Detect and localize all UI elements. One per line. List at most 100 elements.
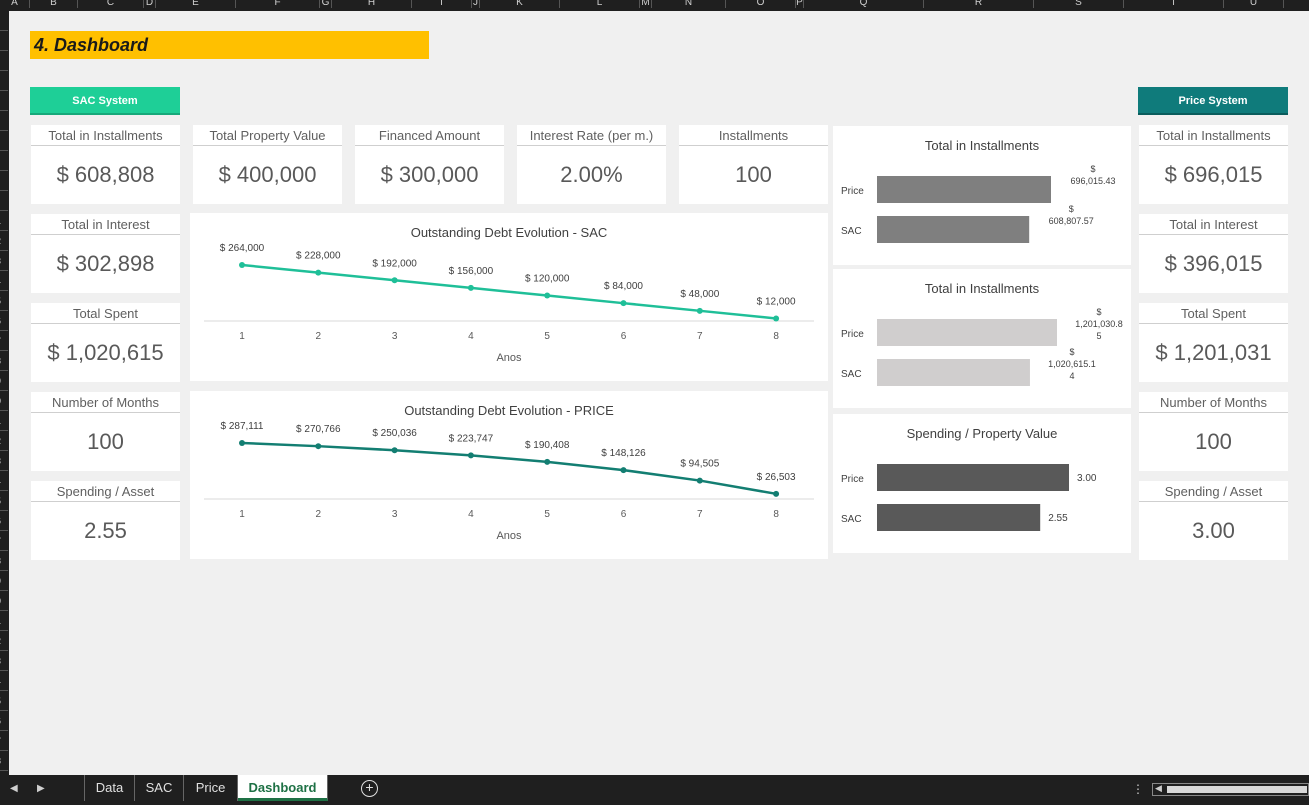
row-header[interactable]: 6 bbox=[0, 711, 8, 731]
prev-sheet-icon[interactable]: ◀ bbox=[10, 783, 18, 794]
row-header[interactable]: 1 bbox=[0, 411, 8, 431]
chart-debt-sac[interactable]: Outstanding Debt Evolution - SAC $ 264,0… bbox=[190, 213, 828, 381]
row-header[interactable]: 1 bbox=[0, 211, 8, 231]
row-header[interactable]: 5 bbox=[0, 291, 8, 311]
tab-data[interactable]: Data bbox=[84, 775, 135, 801]
row-header[interactable]: 3 bbox=[0, 451, 8, 471]
row-header[interactable]: 6 bbox=[0, 511, 8, 531]
row-header[interactable] bbox=[0, 111, 8, 131]
data-point bbox=[391, 447, 398, 454]
chart-total-installments[interactable]: Total in Installments Price $696,015.43 SA… bbox=[833, 126, 1131, 265]
sheet-tab-bar: ◀ ▶ Data SAC Price Dashboard + ⋮ ◀ bbox=[0, 775, 1309, 805]
row-header[interactable] bbox=[0, 191, 8, 211]
column-header-r[interactable]: R bbox=[924, 0, 1034, 8]
kpi-label: Installments bbox=[679, 125, 828, 146]
row-header[interactable]: 7 bbox=[0, 331, 8, 351]
kpi-label: Financed Amount bbox=[355, 125, 504, 146]
column-header-b[interactable]: B bbox=[30, 0, 78, 8]
chart-total-spent[interactable]: Total in Installments Price $1,201,030.8 5… bbox=[833, 269, 1131, 408]
column-header-e[interactable]: E bbox=[156, 0, 236, 8]
row-header[interactable] bbox=[0, 51, 8, 71]
column-header-s[interactable]: S bbox=[1034, 0, 1124, 8]
scroll-left-icon[interactable]: ◀ bbox=[1155, 783, 1162, 793]
kpi-interest-rate[interactable]: Interest Rate (per m.) 2.00% bbox=[517, 125, 666, 204]
row-header[interactable]: 2 bbox=[0, 231, 8, 251]
tab-price[interactable]: Price bbox=[184, 775, 238, 801]
scroll-thumb[interactable] bbox=[1167, 786, 1307, 793]
row-header[interactable]: 9 bbox=[0, 571, 8, 591]
chart-spending-property-value[interactable]: Spending / Property Value Price 3.00 SAC 2.… bbox=[833, 414, 1131, 553]
kpi-sac-total-installments[interactable]: Total in Installments $ 608,808 bbox=[31, 125, 180, 204]
row-header[interactable] bbox=[0, 171, 8, 191]
column-header-i[interactable]: I bbox=[412, 0, 472, 8]
tab-sac[interactable]: SAC bbox=[135, 775, 184, 801]
column-header-k[interactable]: K bbox=[480, 0, 560, 8]
add-sheet-icon[interactable]: + bbox=[361, 780, 378, 797]
row-header[interactable] bbox=[0, 131, 8, 151]
row-header[interactable]: 2 bbox=[0, 631, 8, 651]
row-header[interactable]: 7 bbox=[0, 731, 8, 751]
row-header[interactable] bbox=[0, 31, 8, 51]
kpi-sac-number-of-months[interactable]: Number of Months 100 bbox=[31, 392, 180, 471]
column-header-o[interactable]: O bbox=[726, 0, 796, 8]
row-header[interactable]: 4 bbox=[0, 271, 8, 291]
kpi-value: $ 608,808 bbox=[56, 162, 155, 187]
data-label: $ 192,000 bbox=[372, 258, 417, 269]
column-header-g[interactable]: G bbox=[320, 0, 332, 8]
row-header[interactable]: 8 bbox=[0, 551, 8, 571]
kpi-price-number-of-months[interactable]: Number of Months 100 bbox=[1139, 392, 1288, 471]
column-header-d[interactable]: D bbox=[144, 0, 156, 8]
column-header-t[interactable]: T bbox=[1124, 0, 1224, 8]
row-header[interactable]: 5 bbox=[0, 691, 8, 711]
row-header[interactable]: 0 bbox=[0, 391, 8, 411]
row-header[interactable]: 8 bbox=[0, 351, 8, 371]
next-sheet-icon[interactable]: ▶ bbox=[37, 783, 45, 794]
kpi-sac-total-interest[interactable]: Total in Interest $ 302,898 bbox=[31, 214, 180, 293]
kpi-price-spending-asset[interactable]: Spending / Asset 3.00 bbox=[1139, 481, 1288, 560]
column-header-f[interactable]: F bbox=[236, 0, 320, 8]
row-header[interactable]: 7 bbox=[0, 531, 8, 551]
kpi-price-total-spent[interactable]: Total Spent $ 1,201,031 bbox=[1139, 303, 1288, 382]
kpi-label: Spending / Asset bbox=[1139, 481, 1288, 502]
row-header[interactable]: 6 bbox=[0, 311, 8, 331]
more-options-icon[interactable]: ⋮ bbox=[1132, 782, 1144, 796]
column-header-l[interactable]: L bbox=[560, 0, 640, 8]
row-header[interactable]: 2 bbox=[0, 431, 8, 451]
column-header-m[interactable]: M bbox=[640, 0, 652, 8]
kpi-sac-spending-asset[interactable]: Spending / Asset 2.55 bbox=[31, 481, 180, 560]
row-header[interactable] bbox=[0, 71, 8, 91]
column-header-u[interactable]: U bbox=[1224, 0, 1284, 8]
column-header-h[interactable]: H bbox=[332, 0, 412, 8]
row-header[interactable]: 8 bbox=[0, 751, 8, 771]
kpi-installments[interactable]: Installments 100 bbox=[679, 125, 828, 204]
chart-debt-price[interactable]: Outstanding Debt Evolution - PRICE $ 287… bbox=[190, 391, 828, 559]
column-header-a[interactable]: A bbox=[0, 0, 30, 8]
row-header[interactable]: 0 bbox=[0, 591, 8, 611]
kpi-price-total-interest[interactable]: Total in Interest $ 396,015 bbox=[1139, 214, 1288, 293]
row-header[interactable] bbox=[0, 11, 8, 31]
column-header-j[interactable]: J bbox=[472, 0, 480, 8]
category-label: Price bbox=[841, 329, 864, 340]
column-header-n[interactable]: N bbox=[652, 0, 726, 8]
row-header[interactable]: 4 bbox=[0, 671, 8, 691]
kpi-sac-total-spent[interactable]: Total Spent $ 1,020,615 bbox=[31, 303, 180, 382]
row-header[interactable]: 3 bbox=[0, 251, 8, 271]
kpi-financed-amount[interactable]: Financed Amount $ 300,000 bbox=[355, 125, 504, 204]
column-header-p[interactable]: P bbox=[796, 0, 804, 8]
tab-dashboard[interactable]: Dashboard bbox=[238, 775, 328, 801]
row-header[interactable]: 4 bbox=[0, 471, 8, 491]
chart-title: Total in Installments bbox=[924, 281, 1040, 296]
row-header[interactable]: 5 bbox=[0, 491, 8, 511]
kpi-price-total-installments[interactable]: Total in Installments $ 696,015 bbox=[1139, 125, 1288, 204]
column-header-c[interactable]: C bbox=[78, 0, 144, 8]
kpi-total-property-value[interactable]: Total Property Value $ 400,000 bbox=[193, 125, 342, 204]
row-header: 12345678901234567890123456789 bbox=[0, 11, 9, 775]
row-header[interactable]: 3 bbox=[0, 651, 8, 671]
row-header[interactable] bbox=[0, 91, 8, 111]
column-header-q[interactable]: Q bbox=[804, 0, 924, 8]
row-header[interactable] bbox=[0, 151, 8, 171]
horizontal-scrollbar[interactable]: ◀ bbox=[1152, 783, 1309, 796]
row-header[interactable]: 1 bbox=[0, 611, 8, 631]
kpi-value: $ 1,020,615 bbox=[47, 340, 164, 365]
row-header[interactable]: 9 bbox=[0, 371, 8, 391]
